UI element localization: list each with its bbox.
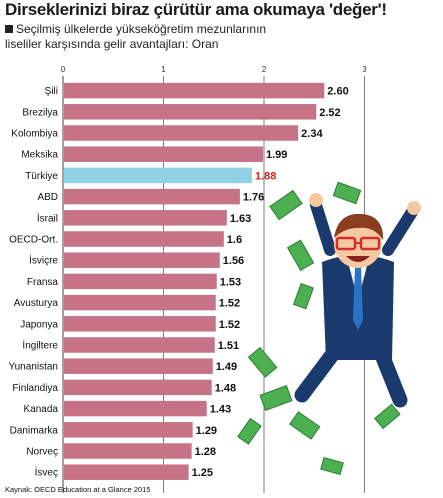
category-label: Meksika: [21, 150, 58, 161]
data-label: 1.48: [215, 382, 236, 394]
category-label: Türkiye: [25, 171, 58, 182]
category-label: OECD-Ort.: [9, 235, 58, 246]
bar: [64, 400, 207, 417]
data-label: 1.28: [195, 446, 216, 458]
bar: [64, 273, 217, 290]
subtitle-line-1: Seçilmiş ülkelerde yükseköğretim mezunla…: [16, 22, 267, 36]
category-label: Kolombiya: [11, 129, 58, 140]
x-tick-label: 0: [61, 65, 66, 74]
data-label: 1.49: [216, 361, 237, 373]
category-label: Norveç: [26, 447, 58, 458]
data-label: 1.76: [243, 192, 264, 204]
data-label: 1.53: [220, 276, 241, 288]
chart-title: Dirseklerinizi biraz çürütür ama okumaya…: [5, 0, 387, 19]
category-label: Fransa: [27, 277, 59, 288]
bar: [64, 231, 224, 247]
data-label: 1.29: [196, 425, 217, 437]
category-label: İsviçre: [29, 254, 58, 267]
x-tick-label: 3: [362, 65, 367, 74]
data-label: 1.52: [219, 298, 240, 310]
category-label: Japonya: [20, 319, 58, 330]
bar: [64, 443, 192, 459]
category-label: İsrail: [37, 211, 58, 224]
data-label: 1.88: [255, 170, 276, 182]
category-label: Danimarka: [10, 425, 59, 436]
subtitle-line-2: liseliler karşısında gelir avantajları: …: [5, 37, 219, 51]
data-label: 1.56: [223, 255, 244, 267]
bar: [64, 422, 193, 438]
category-label: İngiltere: [22, 339, 58, 352]
bar: [64, 294, 216, 311]
category-label: Şili: [45, 86, 58, 97]
bar: [64, 337, 215, 353]
category-label: Avusturya: [14, 298, 59, 309]
bar: [64, 188, 240, 205]
bar: [64, 125, 299, 141]
bar: [64, 252, 220, 268]
bar: [64, 146, 263, 162]
bar: [64, 104, 317, 120]
data-label: 2.52: [319, 107, 340, 119]
data-label: 2.60: [327, 86, 348, 98]
x-tick-label: 1: [161, 65, 166, 74]
bar: [64, 167, 252, 184]
data-label: 1.51: [218, 340, 239, 352]
category-label: Finlandiya: [12, 383, 58, 394]
category-label: Brezilya: [22, 107, 58, 118]
bar: [64, 464, 189, 480]
data-label: 1.43: [210, 404, 231, 416]
bar: [64, 379, 212, 396]
bar: [64, 82, 325, 99]
category-label: ABD: [37, 192, 58, 203]
data-label: 1.6: [227, 234, 242, 246]
x-tick-label: 2: [262, 65, 267, 74]
source-note: Kaynak: OECD Education at a Glance 2015: [5, 485, 151, 494]
chart-subtitle: Seçilmiş ülkelerde yükseköğretim mezunla…: [5, 22, 266, 52]
bar: [64, 210, 227, 226]
category-label: İsveç: [35, 466, 58, 479]
data-label: 1.52: [219, 319, 240, 331]
data-label: 2.34: [301, 128, 323, 140]
bullet-square-icon: [5, 25, 13, 33]
bar: [64, 358, 213, 374]
data-label: 1.25: [192, 467, 213, 479]
data-label: 1.99: [266, 149, 287, 161]
category-label: Kanada: [24, 404, 59, 415]
bar: [64, 316, 216, 332]
category-label: Yunanistan: [9, 362, 59, 373]
data-label: 1.63: [230, 213, 251, 225]
